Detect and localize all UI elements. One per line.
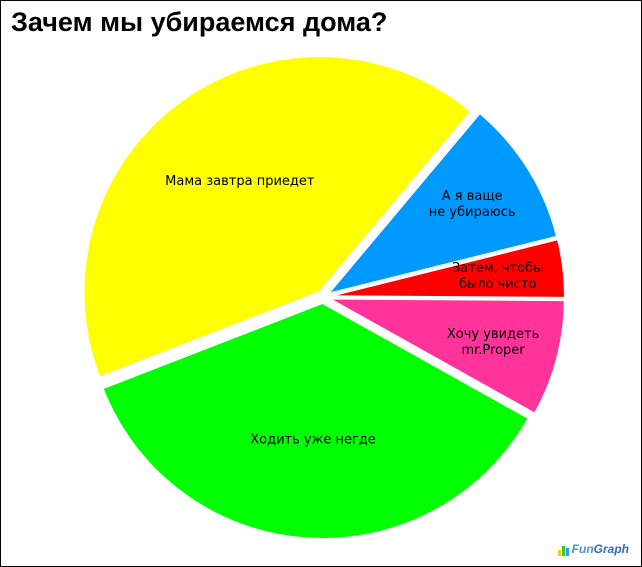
pie-slice [82, 55, 473, 379]
pie-slice [101, 301, 530, 540]
logo-text-graph: Graph [593, 542, 629, 556]
pie-slice [328, 297, 566, 416]
chart-title: Зачем мы убираемся дома? [11, 7, 388, 37]
pie-slice-label: А я ваще не убираюсь [429, 189, 516, 220]
pie-slice-label: Ходить уже негде [250, 433, 376, 448]
pie-slice-label: Мама завтра приедет [165, 174, 315, 189]
pie-slice [328, 237, 566, 299]
logo-text-fun: Fun [571, 542, 594, 556]
fungraph-logo: FunGraph [557, 542, 629, 556]
pie-slice [325, 111, 559, 296]
pie-slice-label: Затем, чтобы было чисто [452, 261, 543, 292]
logo-bars-icon [557, 544, 569, 556]
pie-slice-label: Хочу увидеть mr.Proper [447, 327, 539, 358]
